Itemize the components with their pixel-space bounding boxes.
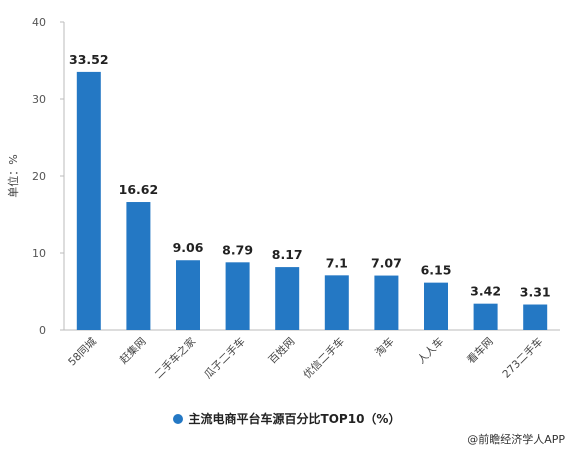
data-label: 6.15	[421, 263, 452, 278]
legend-marker	[172, 414, 183, 424]
x-tick-label: 二手车之家	[152, 335, 199, 382]
data-label: 7.1	[326, 255, 348, 270]
bar	[324, 275, 349, 330]
x-tick-label: 淘车	[372, 335, 396, 359]
data-label: 33.52	[69, 52, 109, 67]
bar	[275, 267, 300, 330]
y-tick-label: 0	[39, 324, 46, 337]
bar	[225, 262, 250, 330]
x-tick-label: 优信二手车	[301, 335, 347, 381]
x-tick-label: 58同城	[66, 335, 99, 368]
x-tick-label: 赶集网	[117, 335, 148, 366]
bar	[374, 275, 399, 330]
x-tick-label: 人人车	[415, 335, 446, 366]
y-tick-label: 20	[32, 170, 46, 183]
x-tick-label: 瓜子二手车	[201, 335, 247, 381]
legend: 主流电商平台车源百分比TOP10（%）	[0, 410, 573, 427]
y-axis-title: 单位：%	[6, 154, 20, 197]
bar	[176, 260, 200, 330]
bars	[76, 71, 548, 330]
data-label: 3.31	[520, 285, 551, 300]
bar	[126, 202, 151, 330]
legend-label: 主流电商平台车源百分比TOP10（%）	[188, 412, 401, 426]
bar	[523, 304, 548, 330]
data-label: 9.06	[173, 240, 204, 255]
y-tick-label: 10	[32, 247, 46, 260]
y-tick-label: 40	[32, 16, 46, 29]
data-label: 16.62	[119, 182, 159, 197]
x-tick-label: 273二手车	[500, 335, 546, 381]
bar	[424, 282, 448, 330]
y-tick-label: 30	[32, 93, 46, 106]
bar	[473, 303, 498, 330]
data-label: 8.17	[272, 247, 303, 262]
x-tick-label: 百姓网	[266, 335, 297, 366]
data-label: 8.79	[222, 242, 253, 257]
x-tick-label: 看车网	[464, 335, 495, 366]
data-label: 7.07	[371, 256, 402, 271]
bar	[76, 71, 101, 330]
data-label: 3.42	[470, 284, 501, 299]
source-note: @前瞻经济学人APP	[467, 433, 565, 446]
